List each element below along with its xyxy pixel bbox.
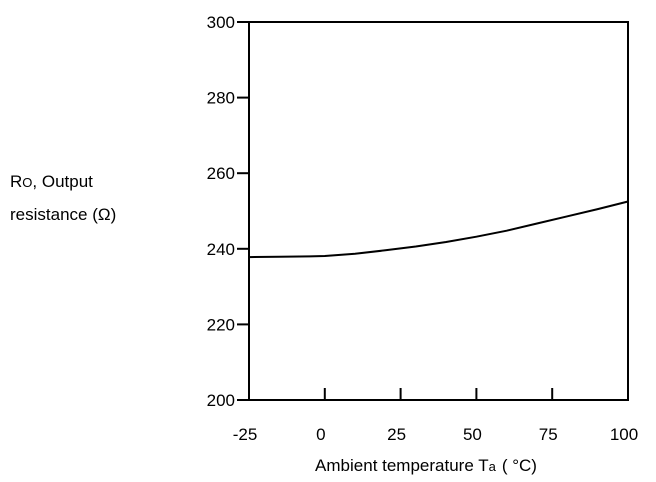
series-line — [248, 200, 629, 259]
y-tick-label: 280 — [207, 89, 235, 108]
y-tick-label: 200 — [207, 391, 235, 410]
plot-frame — [248, 21, 629, 401]
x-tick-label: 25 — [387, 425, 406, 444]
y-tick-label: 240 — [207, 240, 235, 259]
y-tick-label: 260 — [207, 164, 235, 183]
y-tick-label: 300 — [207, 13, 235, 32]
x-axis-title: Ambient temperature Ta( °C) — [315, 456, 537, 475]
y-axis-title-line2: resistance (Ω) — [10, 205, 116, 224]
x-axis-title-unit: ( °C) — [502, 456, 537, 475]
y-axis-title-subscript: O — [22, 175, 32, 190]
x-axis-ticks: -25 0 25 50 75 100 — [233, 388, 638, 444]
x-tick-label: -25 — [233, 425, 258, 444]
x-tick-label: 0 — [316, 425, 325, 444]
x-tick-label: 50 — [463, 425, 482, 444]
y-tick-label: 220 — [207, 315, 235, 334]
x-tick-label: 100 — [610, 425, 638, 444]
y-axis-title-line1: RO, Output — [10, 172, 93, 191]
x-axis-title-subscript: a — [489, 459, 497, 474]
y-axis-ticks: 200 220 240 260 280 300 — [207, 13, 249, 410]
x-tick-label: 75 — [539, 425, 558, 444]
